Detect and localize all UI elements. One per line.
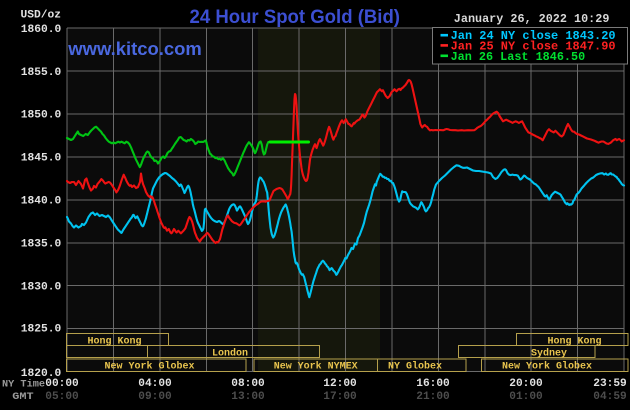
svg-text:January 26, 2022 10:29: January 26, 2022 10:29 [454, 12, 610, 26]
svg-text:New York Globex: New York Globex [502, 361, 593, 373]
svg-text:NY Globex: NY Globex [388, 361, 443, 373]
svg-text:24 Hour Spot Gold (Bid): 24 Hour Spot Gold (Bid) [190, 7, 401, 28]
svg-text:20:00: 20:00 [509, 378, 543, 390]
svg-text:1830.0: 1830.0 [21, 282, 62, 294]
svg-text:New York Globex: New York Globex [105, 361, 196, 373]
svg-text:21:00: 21:00 [416, 391, 450, 403]
svg-text:USD/oz: USD/oz [21, 10, 62, 22]
svg-text:16:00: 16:00 [416, 378, 450, 390]
svg-text:23:59: 23:59 [593, 378, 627, 390]
svg-text:1835.0: 1835.0 [21, 239, 62, 251]
svg-text:01:00: 01:00 [509, 391, 543, 403]
svg-text:05:00: 05:00 [45, 391, 79, 403]
svg-text:04:00: 04:00 [138, 378, 172, 390]
svg-text:Jan 25 NY close 1847.90: Jan 25 NY close 1847.90 [451, 39, 616, 53]
svg-text:GMT: GMT [12, 391, 33, 403]
svg-text:Jan 24 NY close 1843.20: Jan 24 NY close 1843.20 [451, 29, 616, 43]
svg-text:1860.0: 1860.0 [21, 24, 62, 36]
svg-text:Hong Kong: Hong Kong [548, 335, 602, 347]
svg-text:NY Time: NY Time [2, 379, 45, 391]
svg-text:04:59: 04:59 [593, 391, 627, 403]
svg-text:London: London [212, 347, 248, 359]
svg-text:1845.0: 1845.0 [21, 153, 62, 165]
svg-text:New York NYMEX: New York NYMEX [274, 361, 359, 373]
svg-text:12:00: 12:00 [323, 378, 357, 390]
svg-text:Hong Kong: Hong Kong [88, 335, 142, 347]
svg-text:1850.0: 1850.0 [21, 110, 62, 122]
svg-text:09:00: 09:00 [138, 391, 172, 403]
svg-text:Sydney: Sydney [531, 347, 568, 359]
svg-text:1840.0: 1840.0 [21, 196, 62, 208]
svg-text:1855.0: 1855.0 [21, 67, 62, 79]
svg-text:www.kitco.com: www.kitco.com [67, 39, 202, 59]
svg-text:17:00: 17:00 [323, 391, 357, 403]
svg-text:Jan 26 Last 1846.50: Jan 26 Last 1846.50 [451, 50, 586, 64]
svg-text:1825.0: 1825.0 [21, 324, 62, 336]
svg-text:13:00: 13:00 [231, 391, 265, 403]
svg-text:00:00: 00:00 [45, 378, 79, 390]
svg-text:1820.0: 1820.0 [21, 368, 62, 380]
svg-text:08:00: 08:00 [231, 378, 265, 390]
